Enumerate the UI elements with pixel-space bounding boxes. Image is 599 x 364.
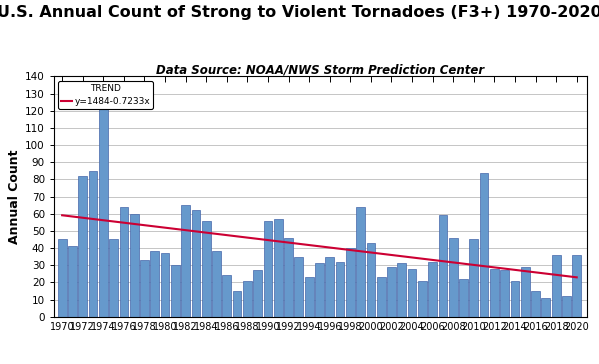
Title: Data Source: NOAA/NWS Storm Prediction Center: Data Source: NOAA/NWS Storm Prediction C… <box>156 64 485 77</box>
Bar <box>305 277 313 317</box>
Bar <box>243 281 252 317</box>
Bar <box>438 215 447 317</box>
Bar <box>274 219 283 317</box>
Bar <box>510 281 519 317</box>
Bar <box>202 221 211 317</box>
Bar <box>120 207 128 317</box>
Bar <box>346 248 355 317</box>
Bar <box>78 176 87 317</box>
Bar <box>490 269 499 317</box>
Bar <box>356 207 365 317</box>
Bar <box>171 265 180 317</box>
Bar <box>500 270 509 317</box>
Bar <box>181 205 190 317</box>
Bar <box>192 210 200 317</box>
Bar <box>531 291 540 317</box>
Bar <box>418 281 426 317</box>
Bar <box>387 267 396 317</box>
Bar <box>449 238 458 317</box>
Bar <box>521 267 530 317</box>
Bar <box>367 243 375 317</box>
Legend: y=1484-0.7233x: y=1484-0.7233x <box>59 81 153 109</box>
Bar <box>150 252 159 317</box>
Bar <box>377 277 386 317</box>
Y-axis label: Annual Count: Annual Count <box>8 149 21 244</box>
Bar <box>99 92 108 317</box>
Bar <box>541 298 550 317</box>
Bar <box>459 279 468 317</box>
Text: U.S. Annual Count of Strong to Violent Tornadoes (F3+) 1970-2020: U.S. Annual Count of Strong to Violent T… <box>0 5 599 20</box>
Bar <box>573 255 581 317</box>
Bar <box>480 173 488 317</box>
Bar <box>161 253 170 317</box>
Bar <box>470 240 478 317</box>
Bar <box>58 240 66 317</box>
Bar <box>325 257 334 317</box>
Bar <box>295 257 303 317</box>
Bar <box>140 260 149 317</box>
Bar <box>552 255 561 317</box>
Bar <box>233 291 241 317</box>
Bar <box>284 238 293 317</box>
Bar <box>253 270 262 317</box>
Bar <box>222 276 231 317</box>
Bar <box>109 240 118 317</box>
Bar <box>335 262 344 317</box>
Bar <box>397 264 406 317</box>
Bar <box>264 221 273 317</box>
Bar <box>428 262 437 317</box>
Bar <box>130 214 138 317</box>
Bar <box>89 171 98 317</box>
Bar <box>562 296 571 317</box>
Bar <box>212 252 221 317</box>
Bar <box>315 264 324 317</box>
Bar <box>408 269 416 317</box>
Bar <box>68 246 77 317</box>
